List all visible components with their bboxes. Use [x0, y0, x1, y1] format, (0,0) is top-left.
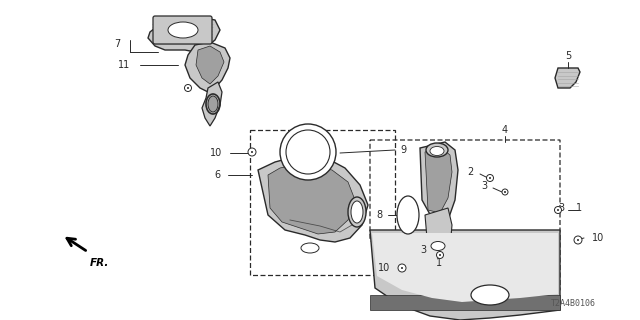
Ellipse shape	[426, 143, 448, 157]
Text: 1: 1	[576, 203, 582, 213]
Ellipse shape	[301, 243, 319, 253]
Polygon shape	[370, 230, 560, 320]
Polygon shape	[268, 165, 355, 234]
Circle shape	[280, 124, 336, 180]
Circle shape	[577, 239, 579, 241]
Text: 4: 4	[502, 125, 508, 135]
Text: 10: 10	[378, 263, 390, 273]
Ellipse shape	[351, 201, 363, 223]
Circle shape	[486, 174, 493, 181]
Circle shape	[504, 191, 506, 193]
Polygon shape	[202, 82, 222, 126]
Polygon shape	[370, 295, 560, 310]
Polygon shape	[258, 158, 368, 242]
Circle shape	[401, 267, 403, 269]
Ellipse shape	[168, 22, 198, 38]
Ellipse shape	[430, 147, 444, 156]
Circle shape	[502, 189, 508, 195]
Circle shape	[398, 264, 406, 272]
Ellipse shape	[431, 242, 445, 251]
Text: 9: 9	[400, 145, 406, 155]
Ellipse shape	[471, 285, 509, 305]
Ellipse shape	[397, 196, 419, 234]
Circle shape	[436, 252, 444, 259]
Text: 5: 5	[565, 51, 571, 61]
FancyBboxPatch shape	[153, 16, 212, 44]
Circle shape	[184, 84, 191, 92]
Circle shape	[554, 206, 561, 213]
Circle shape	[251, 151, 253, 153]
Polygon shape	[148, 18, 220, 52]
Text: 3: 3	[420, 245, 426, 255]
Polygon shape	[185, 42, 230, 92]
Text: 7: 7	[114, 39, 120, 49]
Polygon shape	[425, 147, 452, 213]
Polygon shape	[425, 208, 452, 258]
Circle shape	[187, 87, 189, 89]
Text: 8: 8	[376, 210, 382, 220]
Ellipse shape	[348, 197, 366, 227]
Text: 10: 10	[210, 148, 222, 158]
Polygon shape	[420, 142, 458, 220]
Text: 10: 10	[592, 233, 604, 243]
Circle shape	[557, 209, 559, 211]
Text: FR.: FR.	[90, 258, 109, 268]
Ellipse shape	[208, 96, 218, 112]
Text: 6: 6	[214, 170, 220, 180]
Text: T2A4B0106: T2A4B0106	[551, 299, 596, 308]
Circle shape	[574, 236, 582, 244]
Circle shape	[439, 254, 441, 256]
Text: 11: 11	[118, 60, 130, 70]
Circle shape	[248, 148, 256, 156]
Text: 3: 3	[558, 203, 564, 213]
Text: 2: 2	[467, 167, 473, 177]
Polygon shape	[372, 233, 558, 302]
Bar	[250, 130, 395, 275]
Text: 3: 3	[481, 181, 487, 191]
Polygon shape	[196, 46, 224, 84]
Text: 1: 1	[436, 258, 442, 268]
Circle shape	[489, 177, 491, 179]
Polygon shape	[555, 68, 580, 88]
